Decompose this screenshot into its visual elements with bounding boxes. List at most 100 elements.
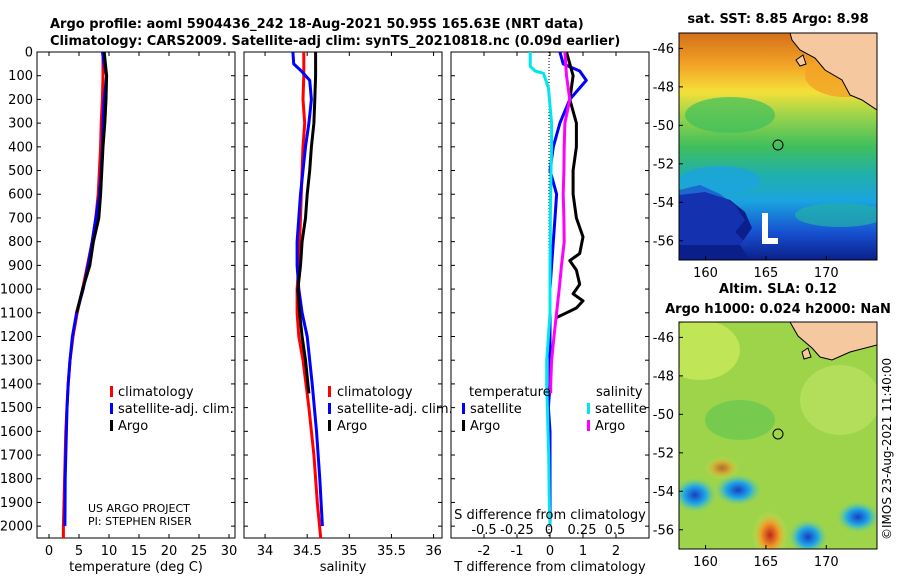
difference-legend: temperature salinity satellite Argo sate… — [462, 385, 647, 434]
legend-title-salinity: salinity — [596, 385, 643, 400]
map-y-tick-label: -48 — [653, 80, 674, 95]
y-tick-label: 700 — [8, 211, 33, 226]
series-line-argo-t-diff — [555, 52, 585, 319]
sla-eddy — [836, 501, 877, 533]
sla-eddy — [788, 519, 828, 549]
y-tick-label: 1200 — [0, 330, 33, 345]
map-y-tick-label: -50 — [653, 408, 674, 423]
sla-patch — [679, 322, 740, 380]
series-line-satellite-s-diff — [528, 52, 554, 527]
sla-eddy — [714, 474, 762, 506]
salinity-xlabel: salinity — [320, 560, 367, 575]
x-tick-label: 2 — [612, 544, 620, 559]
legend-swatch-argo — [110, 420, 113, 431]
y-tick-label: 900 — [8, 259, 33, 274]
map-y-tick-label: -48 — [653, 369, 674, 384]
map-y-tick-label: -54 — [653, 196, 674, 211]
x-tick-label: 5 — [75, 544, 83, 559]
sla-eddy — [752, 511, 788, 549]
legend-swatch-t-satellite — [462, 403, 465, 414]
series-line-argo — [75, 52, 109, 314]
map-y-tick-label: -52 — [653, 446, 674, 461]
series-line-argo — [296, 52, 318, 394]
s-tick-label: -0.5 — [471, 523, 496, 538]
sst-island — [795, 54, 807, 67]
y-tick-label: 2000 — [0, 520, 33, 535]
y-tick-label: 1900 — [0, 496, 33, 511]
x-tick-label: 15 — [131, 544, 148, 559]
y-tick-label: 300 — [8, 117, 33, 132]
x-tick-label: 34.5 — [293, 544, 322, 559]
s-tick-label: -0.25 — [500, 523, 534, 538]
y-tick-label: 400 — [8, 140, 33, 155]
sla-eddy — [704, 456, 740, 480]
series-line-climatology — [295, 52, 323, 538]
legend-label-s-satellite: satellite — [595, 402, 647, 417]
sst-patch — [795, 203, 877, 227]
sla-eddy — [679, 477, 717, 513]
y-tick-label: 1100 — [0, 306, 33, 321]
temperature-panel: 0100200300400500600700800900100011001200… — [0, 46, 237, 576]
map-y-tick-label: -56 — [653, 234, 674, 249]
header-line2: Climatology: CARS2009. Satellite-adj cli… — [50, 34, 620, 49]
temperature-xlabel: temperature (deg C) — [69, 560, 203, 575]
y-tick-label: 1500 — [0, 401, 33, 416]
x-tick-label: 35 — [341, 544, 358, 559]
x-tick-label: 35.5 — [377, 544, 406, 559]
s-difference-ticks: -0.5 -0.25 0 0.25 0.5 — [471, 523, 625, 538]
legend-label-t-satellite: satellite — [470, 402, 522, 417]
salinity-panel: 34 34.5 35 35.5 36 salinity climatology sate… — [243, 51, 453, 575]
x-tick-label: 36 — [425, 544, 442, 559]
series-line-satellite-t-diff — [546, 52, 588, 527]
x-tick-label: 30 — [221, 544, 238, 559]
sst-map-frame — [678, 32, 878, 261]
x-tick-label: 34 — [257, 544, 274, 559]
legend-swatch-satellite — [110, 403, 113, 414]
x-tick-label: 0 — [546, 544, 554, 559]
y-tick-label: 1300 — [0, 354, 33, 369]
imos-watermark: ©IMOS 23-Aug-2021 11:40:00 — [880, 358, 894, 540]
temperature-legend: climatology satellite-adj. clim. Argo — [110, 385, 234, 434]
sst-cold-water-edge — [679, 185, 748, 245]
x-tick-label: 1 — [579, 544, 587, 559]
x-tick-label: 10 — [101, 544, 118, 559]
sst-map-title: sat. SST: 8.85 Argo: 8.98 — [687, 12, 868, 27]
header-line1: Argo profile: aoml 5904436_242 18-Aug-20… — [50, 17, 584, 32]
sla-map-frame — [678, 321, 878, 550]
y-tick-label: 1400 — [0, 377, 33, 392]
sst-landmass — [789, 33, 877, 111]
legend-swatch-t-argo — [462, 420, 465, 431]
legend-title-temperature: temperature — [469, 385, 551, 400]
map-x-tick-label: 165 — [754, 555, 779, 570]
x-tick-label: -2 — [478, 544, 491, 559]
temperature-axes-frame — [36, 51, 236, 539]
difference-xlabel: T difference from climatology — [453, 560, 646, 575]
sla-island — [801, 347, 812, 360]
sst-patch — [685, 97, 775, 133]
legend-label-climatology: climatology — [337, 385, 413, 400]
y-tick-label: 800 — [8, 235, 33, 250]
map-x-tick-label: 170 — [814, 266, 839, 281]
legend-swatch-climatology — [110, 386, 113, 397]
legend-label-argo: Argo — [337, 419, 367, 434]
sla-map-panel: Altim. SLA: 0.12 Argo h1000: 0.024 h2000… — [653, 282, 894, 570]
legend-swatch-satellite — [328, 403, 331, 414]
argo-location-marker — [772, 428, 784, 440]
sla-patch — [705, 400, 775, 440]
argo-location-marker — [772, 139, 784, 151]
legend-swatch-s-argo — [587, 420, 590, 431]
legend-label-t-argo: Argo — [470, 419, 500, 434]
legend-swatch-s-satellite — [587, 403, 590, 414]
sst-no-data-patch — [762, 213, 778, 244]
y-tick-label: 1800 — [0, 472, 33, 487]
project-note: US ARGO PROJECT — [88, 502, 190, 515]
y-tick-label: 500 — [8, 164, 33, 179]
legend-label-argo: Argo — [118, 419, 148, 434]
s-tick-label: 0 — [545, 523, 553, 538]
y-tick-label: 100 — [8, 69, 33, 84]
y-tick-label: 600 — [8, 188, 33, 203]
map-y-tick-label: -50 — [653, 119, 674, 134]
sla-patch — [800, 365, 877, 435]
map-x-tick-label: 165 — [754, 266, 779, 281]
